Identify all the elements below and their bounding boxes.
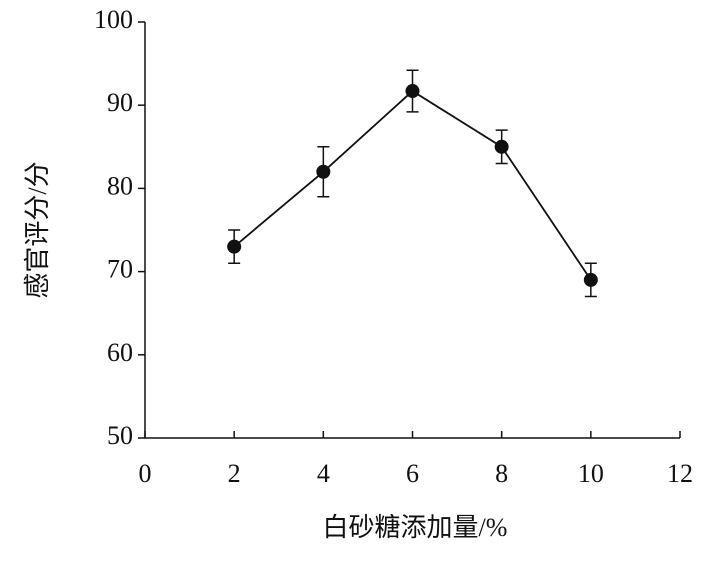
- y-tick-label: 50: [107, 421, 133, 450]
- y-axis-label: 感官评分/分: [23, 161, 52, 298]
- y-tick-label: 70: [107, 255, 133, 284]
- x-axis-label: 白砂糖添加量/%: [323, 513, 508, 542]
- data-point: [494, 139, 509, 154]
- y-tick-label: 100: [94, 5, 133, 34]
- data-line: [233, 89, 592, 281]
- x-tick-label: 2: [228, 459, 241, 488]
- x-tick-label: 6: [406, 459, 419, 488]
- x-tick-label: 8: [495, 459, 508, 488]
- x-tick-label: 10: [578, 459, 604, 488]
- y-tick-label: 80: [107, 171, 133, 200]
- data-point: [316, 164, 331, 179]
- x-tick-label: 12: [667, 459, 693, 488]
- y-tick-label: 90: [107, 88, 133, 117]
- x-tick-label: 0: [139, 459, 152, 488]
- data-point: [405, 84, 420, 99]
- y-tick-label: 60: [107, 338, 133, 367]
- x-tick-label: 4: [317, 459, 330, 488]
- data-point: [583, 272, 598, 287]
- data-point: [227, 239, 242, 254]
